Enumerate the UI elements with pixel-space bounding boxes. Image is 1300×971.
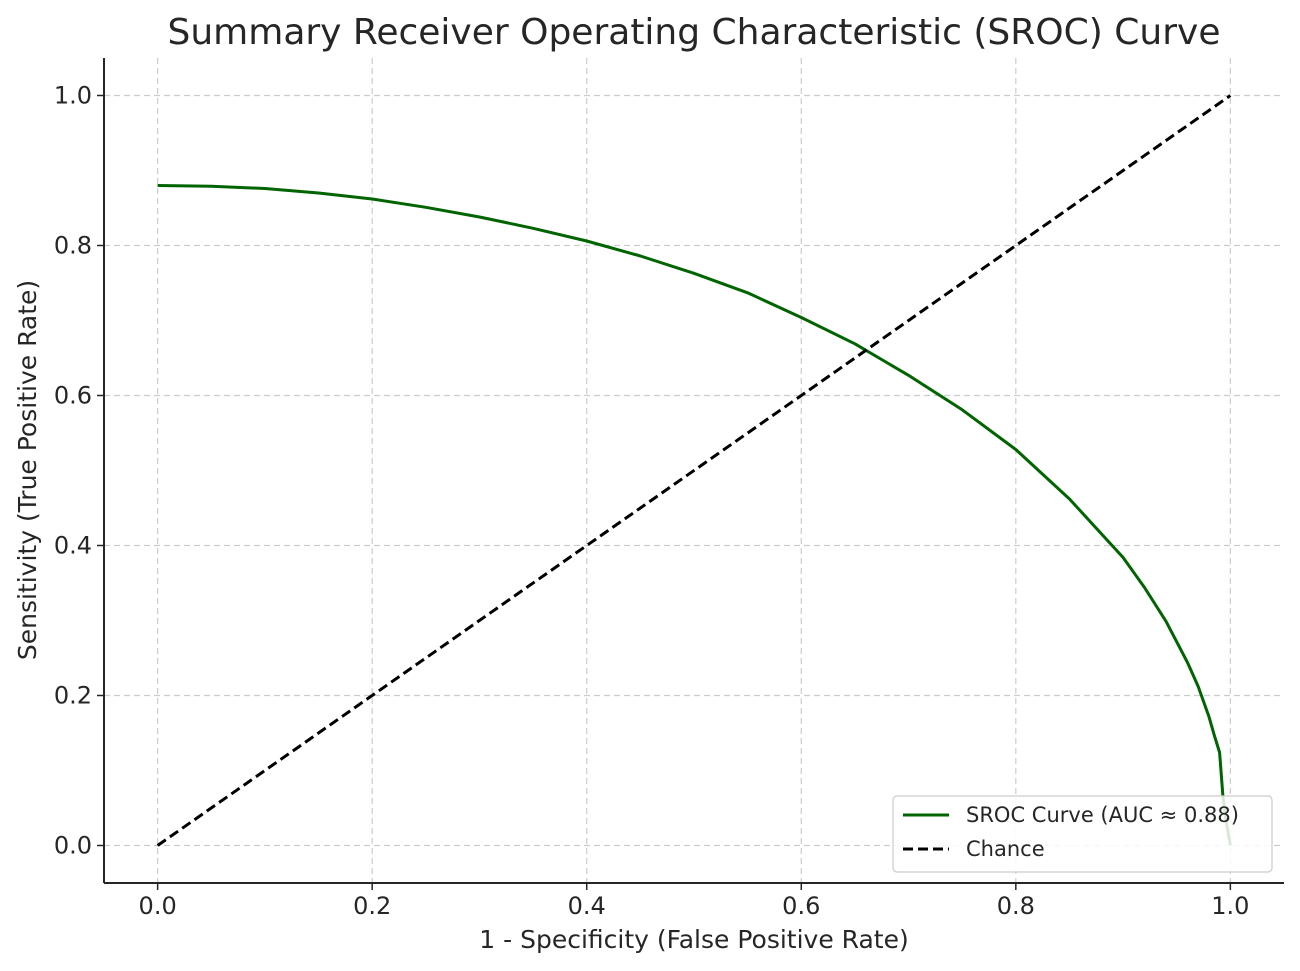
x-tick-label: 0.2	[353, 892, 391, 920]
legend-sroc-label: SROC Curve (AUC ≈ 0.88)	[966, 803, 1239, 827]
y-tick-label: 0.4	[54, 532, 92, 560]
chance-line	[156, 94, 1232, 847]
x-tick-label: 0.4	[568, 892, 606, 920]
y-tick-label: 0.6	[54, 382, 92, 410]
y-tick-label: 0.8	[54, 232, 92, 260]
y-axis-label: Sensitivity (True Positive Rate)	[13, 280, 42, 660]
legend: SROC Curve (AUC ≈ 0.88) Chance	[892, 795, 1273, 873]
chart-title: Summary Receiver Operating Characteristi…	[168, 12, 1221, 53]
x-axis-ticks: 0.0 0.2 0.4 0.6 0.8 1.0	[139, 883, 1249, 920]
y-tick-label: 0.2	[54, 682, 92, 710]
x-tick-label: 1.0	[1211, 892, 1249, 920]
plot-series	[156, 94, 1232, 847]
x-tick-label: 0.6	[782, 892, 820, 920]
x-axis-label: 1 - Specificity (False Positive Rate)	[479, 925, 908, 954]
x-tick-label: 0.8	[997, 892, 1035, 920]
y-tick-label: 0.0	[54, 832, 92, 860]
legend-box	[892, 795, 1273, 873]
legend-chance-label: Chance	[966, 837, 1045, 861]
x-tick-label: 0.0	[139, 892, 177, 920]
y-axis-ticks: 0.0 0.2 0.4 0.6 0.8 1.0	[54, 82, 104, 860]
y-tick-label: 1.0	[54, 82, 92, 110]
sroc-curve-line	[157, 184, 1232, 846]
